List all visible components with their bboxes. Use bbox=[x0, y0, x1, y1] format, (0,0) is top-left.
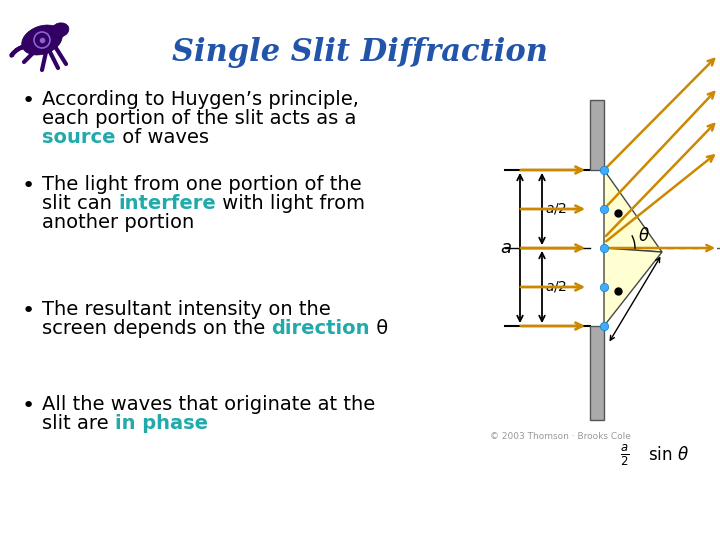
Bar bbox=[590, 326, 604, 420]
Text: $\theta$: $\theta$ bbox=[638, 227, 650, 245]
FancyArrowPatch shape bbox=[12, 46, 27, 56]
Text: of waves: of waves bbox=[115, 128, 209, 147]
Text: interfere: interfere bbox=[118, 194, 216, 213]
Text: The resultant intensity on the: The resultant intensity on the bbox=[42, 300, 330, 319]
Text: slit are: slit are bbox=[42, 414, 115, 433]
Text: source: source bbox=[42, 128, 115, 147]
Text: each portion of the slit acts as a: each portion of the slit acts as a bbox=[42, 109, 356, 128]
Text: •: • bbox=[22, 176, 35, 196]
Text: $a$: $a$ bbox=[500, 239, 512, 257]
Bar bbox=[590, 100, 604, 170]
Text: •: • bbox=[22, 396, 35, 416]
Ellipse shape bbox=[22, 25, 63, 55]
Ellipse shape bbox=[51, 23, 69, 37]
Text: with light from: with light from bbox=[216, 194, 365, 213]
Text: •: • bbox=[22, 91, 35, 111]
Text: θ: θ bbox=[370, 319, 388, 338]
Text: slit can: slit can bbox=[42, 194, 118, 213]
Polygon shape bbox=[604, 170, 662, 252]
Text: in phase: in phase bbox=[115, 414, 208, 433]
Text: All the waves that originate at the: All the waves that originate at the bbox=[42, 395, 375, 414]
Text: The light from one portion of the: The light from one portion of the bbox=[42, 175, 361, 194]
Text: •: • bbox=[22, 301, 35, 321]
Text: According to Huygen’s principle,: According to Huygen’s principle, bbox=[42, 90, 359, 109]
Text: another portion: another portion bbox=[42, 213, 194, 232]
Text: Single Slit Diffraction: Single Slit Diffraction bbox=[172, 37, 548, 68]
Text: $a/2$: $a/2$ bbox=[545, 280, 567, 294]
Text: direction: direction bbox=[271, 319, 370, 338]
Text: screen depends on the: screen depends on the bbox=[42, 319, 271, 338]
Text: © 2003 Thomson · Brooks Cole: © 2003 Thomson · Brooks Cole bbox=[490, 432, 631, 441]
Text: $\frac{a}{2}$: $\frac{a}{2}$ bbox=[621, 442, 630, 468]
Text: $a/2$: $a/2$ bbox=[545, 201, 567, 217]
Polygon shape bbox=[604, 248, 662, 326]
Text: $\sin\,\theta$: $\sin\,\theta$ bbox=[648, 446, 689, 464]
